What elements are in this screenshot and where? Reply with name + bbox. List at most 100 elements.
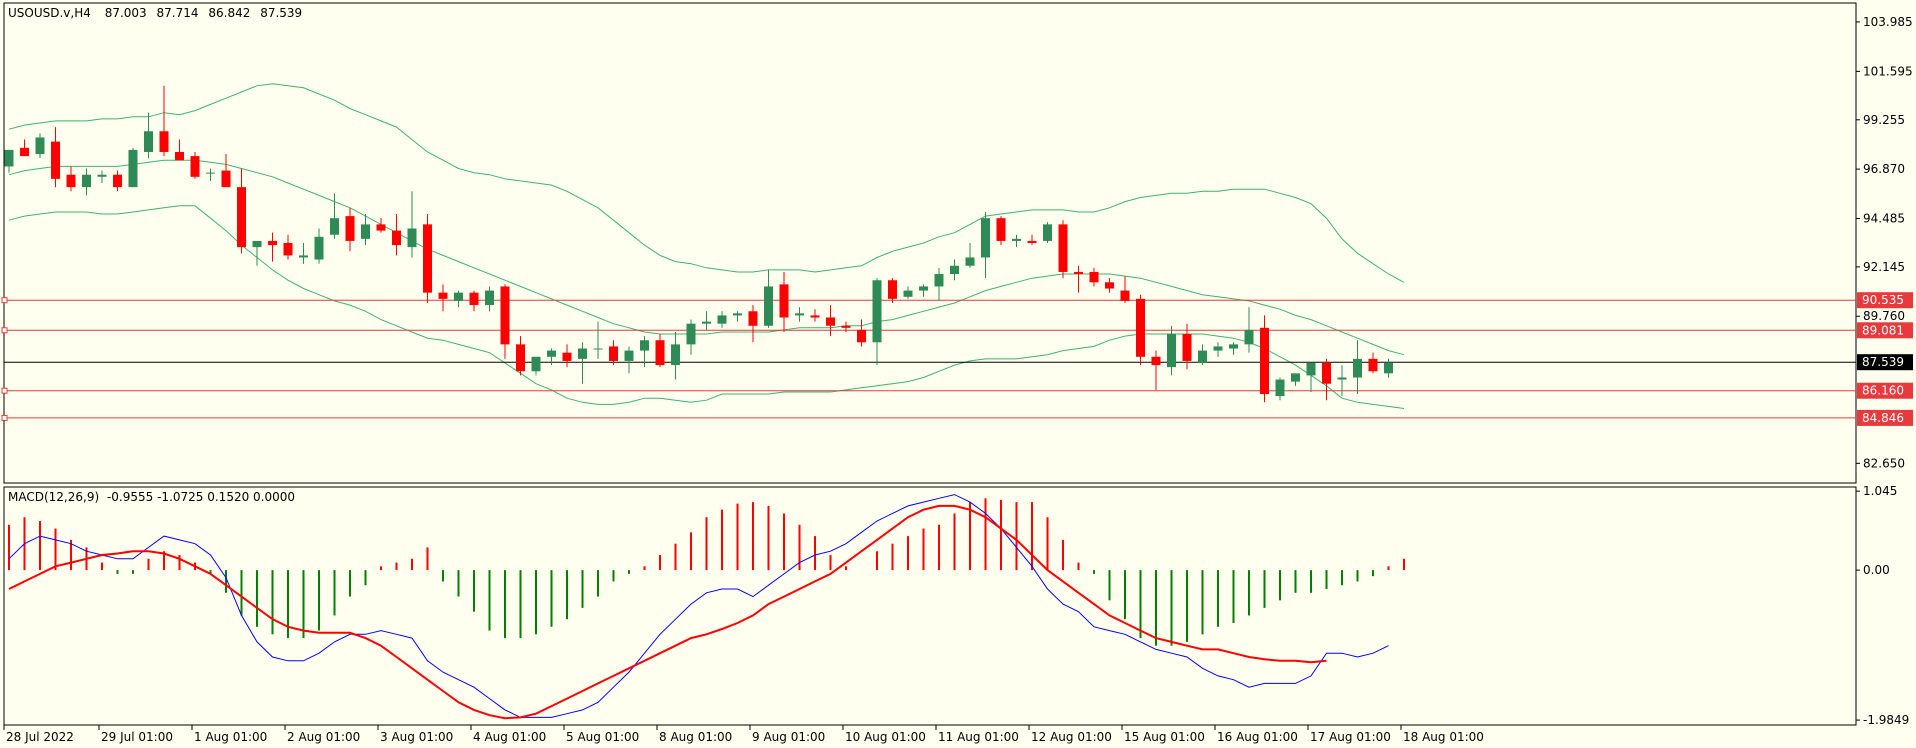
level-price-tag bbox=[1857, 354, 1913, 371]
macd-panel[interactable]: 1.045 0.00 -1.9849 MACD(12,26,9) -0.9555 -… bbox=[3, 484, 1909, 727]
candle-body bbox=[1306, 363, 1316, 376]
candle bbox=[1244, 307, 1254, 353]
level-resistance[interactable]: 89.081 bbox=[1, 322, 1913, 339]
time-tick-label: 28 Jul 2022 bbox=[6, 730, 74, 744]
candle bbox=[35, 133, 45, 159]
candle-body bbox=[485, 290, 494, 306]
candle-body bbox=[237, 187, 246, 248]
candle-body bbox=[888, 280, 897, 299]
candle bbox=[1012, 234, 1021, 248]
candle bbox=[934, 267, 944, 301]
candle-body bbox=[516, 344, 525, 372]
candle-body bbox=[1167, 334, 1176, 368]
candle bbox=[1058, 220, 1068, 279]
candle-body bbox=[1058, 224, 1068, 272]
level-price-tag bbox=[1857, 292, 1913, 309]
time-axis: 28 Jul 2022 29 Jul 01:00 1 Aug 01:00 2 Aug … bbox=[3, 725, 1484, 744]
time-tick-label: 11 Aug 01:00 bbox=[938, 730, 1019, 744]
candle-body bbox=[330, 218, 339, 235]
candles bbox=[4, 85, 1393, 403]
candle bbox=[4, 149, 14, 173]
level-resistance[interactable]: 90.535 bbox=[1, 292, 1913, 309]
candle-body bbox=[872, 280, 882, 343]
level-support[interactable]: 84.846 bbox=[1, 409, 1913, 426]
candle bbox=[1198, 344, 1207, 366]
candle-body bbox=[361, 224, 370, 239]
price-tick-label: 94.485 bbox=[1863, 211, 1905, 225]
candle-body bbox=[640, 340, 649, 351]
candle bbox=[1291, 373, 1300, 386]
candle bbox=[159, 85, 169, 157]
candle-body bbox=[438, 292, 448, 299]
candle-body bbox=[1244, 329, 1254, 345]
time-tick-label: 2 Aug 01:00 bbox=[287, 730, 360, 744]
candle bbox=[1229, 342, 1238, 355]
level-current[interactable]: 87.539 bbox=[4, 354, 1913, 371]
candle-body bbox=[97, 174, 107, 177]
level-support[interactable]: 86.160 bbox=[1, 382, 1913, 399]
candle bbox=[702, 311, 711, 330]
candle-body bbox=[779, 284, 789, 318]
candle-body bbox=[562, 352, 572, 361]
candle-body bbox=[252, 240, 262, 248]
candle bbox=[20, 139, 29, 157]
price-panel[interactable]: 90.535 89.081 87.539 86.160 84.846 103.985 10… bbox=[1, 2, 1913, 484]
time-tick-label: 5 Aug 01:00 bbox=[566, 730, 639, 744]
candle-body bbox=[175, 151, 184, 161]
candle bbox=[981, 211, 990, 279]
candle bbox=[996, 216, 1006, 246]
candle bbox=[1213, 342, 1223, 357]
candle-body bbox=[547, 350, 556, 357]
candle bbox=[438, 284, 448, 312]
candle-body bbox=[624, 350, 634, 361]
candle bbox=[609, 340, 618, 366]
candle-body bbox=[965, 257, 975, 266]
horizontal-levels[interactable]: 90.535 89.081 87.539 86.160 84.846 bbox=[1, 292, 1913, 426]
candle bbox=[221, 154, 231, 188]
macd-lines bbox=[8, 494, 1389, 720]
candle-body bbox=[1275, 379, 1285, 397]
candle bbox=[686, 319, 696, 355]
candle-body bbox=[934, 274, 944, 287]
signal-line bbox=[8, 504, 1327, 720]
candle-body bbox=[500, 286, 510, 345]
level-price-label: 89.081 bbox=[1862, 323, 1904, 337]
price-tick-label: 103.985 bbox=[1863, 15, 1913, 29]
candle bbox=[1353, 340, 1362, 395]
candle bbox=[826, 305, 835, 337]
candle-body bbox=[206, 172, 215, 174]
candle-body bbox=[996, 218, 1006, 241]
candle-body bbox=[469, 292, 479, 306]
candle-body bbox=[144, 131, 153, 152]
candle bbox=[562, 344, 572, 368]
candle-body bbox=[795, 313, 804, 316]
price-tick-label: 99.255 bbox=[1863, 113, 1905, 127]
candle bbox=[717, 311, 727, 328]
candle bbox=[547, 348, 556, 366]
price-tick-label: 101.595 bbox=[1863, 64, 1913, 78]
candle-body bbox=[20, 147, 29, 157]
time-tick-label: 16 Aug 01:00 bbox=[1217, 730, 1298, 744]
candle-body bbox=[903, 290, 913, 297]
low-value: 86.842 bbox=[208, 6, 250, 20]
candle bbox=[454, 290, 463, 308]
candle bbox=[640, 336, 649, 368]
time-tick-label: 9 Aug 01:00 bbox=[752, 730, 825, 744]
close-value: 87.539 bbox=[260, 6, 302, 20]
price-tick-label: 82.650 bbox=[1863, 456, 1905, 470]
time-tick-label: 10 Aug 01:00 bbox=[845, 730, 926, 744]
price-tick-label: 92.145 bbox=[1863, 260, 1905, 274]
candle-body bbox=[764, 286, 773, 326]
candle-body bbox=[826, 317, 835, 326]
candle bbox=[903, 286, 913, 299]
candle-body bbox=[159, 131, 169, 152]
candle-body bbox=[392, 230, 401, 246]
candle bbox=[764, 269, 773, 328]
time-tick-label: 3 Aug 01:00 bbox=[380, 730, 453, 744]
candle bbox=[655, 334, 665, 368]
time-tick-label: 4 Aug 01:00 bbox=[473, 730, 546, 744]
bollinger-upper-line bbox=[8, 83, 1405, 283]
candle bbox=[531, 356, 541, 376]
price-panel-frame bbox=[3, 2, 1857, 484]
